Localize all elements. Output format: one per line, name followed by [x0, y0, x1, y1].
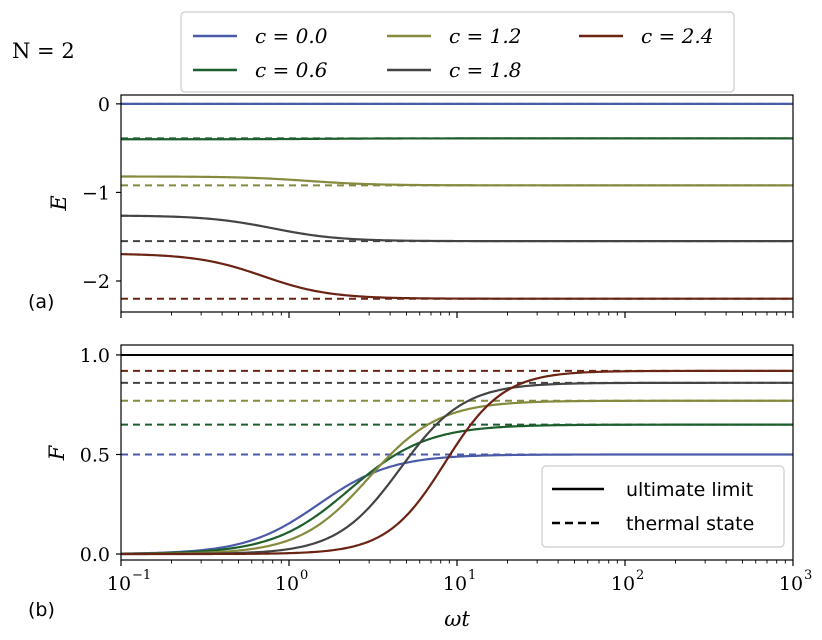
panel-a-ytick-label: 0 [98, 94, 110, 116]
panel-b-xtick-label: 10 [443, 573, 467, 595]
panel-a-series-c-1-8-curve [121, 214, 793, 243]
panel-b-series-c-0-0-curve [121, 453, 793, 555]
panel-a-energy: 0 −1 −2 (a) E [28, 94, 794, 318]
panel-b-ytick-label: 0.5 [80, 444, 110, 466]
panel-b-ylabel: F [45, 444, 69, 461]
legend-bottom-label: ultimate limit [626, 479, 753, 501]
panel-a-tag: (a) [28, 291, 54, 313]
legend-top-frame [180, 11, 735, 93]
legend-top-label: c = 1.2 [449, 24, 521, 48]
panel-b-xtick-exponent: 0 [300, 568, 308, 583]
panel-a-series-c-1-2-curve [121, 175, 793, 187]
legend-top: c = 0.0 c = 0.6 c = 1.2 c = 1.8 c = 2.4 [180, 11, 735, 93]
panel-b-xtick-label: 10 [779, 573, 803, 595]
legend-bottom: ultimate limit thermal state [541, 465, 785, 548]
panel-a-frame [120, 94, 794, 313]
panel-b-tag: (b) [28, 599, 55, 621]
panel-b-xlabel: ωt [444, 607, 470, 631]
panel-b-fidelity: 0.00.51.010 −1 10 0 10 1 10 2 10 3 (b) F ωt ultim… [28, 344, 812, 631]
panel-b-xtick-exponent: 1 [468, 568, 476, 583]
panel-b-xtick-exponent: −1 [132, 568, 151, 583]
panel-a-ytick-label: −2 [82, 271, 110, 293]
panel-b-xtick-label: 10 [275, 573, 299, 595]
panel-a-ytick-label: −1 [82, 182, 110, 204]
panel-b-xtick-exponent: 3 [804, 568, 812, 583]
legend-bottom-label: thermal state [626, 513, 754, 535]
legend-top-label: c = 0.0 [255, 24, 328, 48]
figure-label: N = 2 [12, 39, 75, 63]
panel-a-ylabel: E [47, 195, 71, 211]
panel-b-xtick-exponent: 2 [636, 568, 644, 583]
legend-top-label: c = 0.6 [255, 58, 328, 82]
legend-top-label: c = 2.4 [641, 24, 713, 48]
panel-b-xtick-label: 10 [611, 573, 635, 595]
panel-a-series-c-2-4-curve [121, 253, 793, 300]
legend-bottom-frame [541, 465, 785, 548]
panel-b-series-c-0-6-curve [121, 423, 793, 555]
panel-b-ytick-label: 1.0 [80, 345, 110, 367]
panel-b-series-c-2-4-curve [121, 369, 793, 556]
legend-top-label: c = 1.8 [449, 58, 521, 82]
panel-b-xtick-label: 10 [107, 573, 131, 595]
panel-b-series-c-1-2-curve [121, 399, 793, 556]
panel-b-ytick-label: 0.0 [80, 544, 110, 566]
